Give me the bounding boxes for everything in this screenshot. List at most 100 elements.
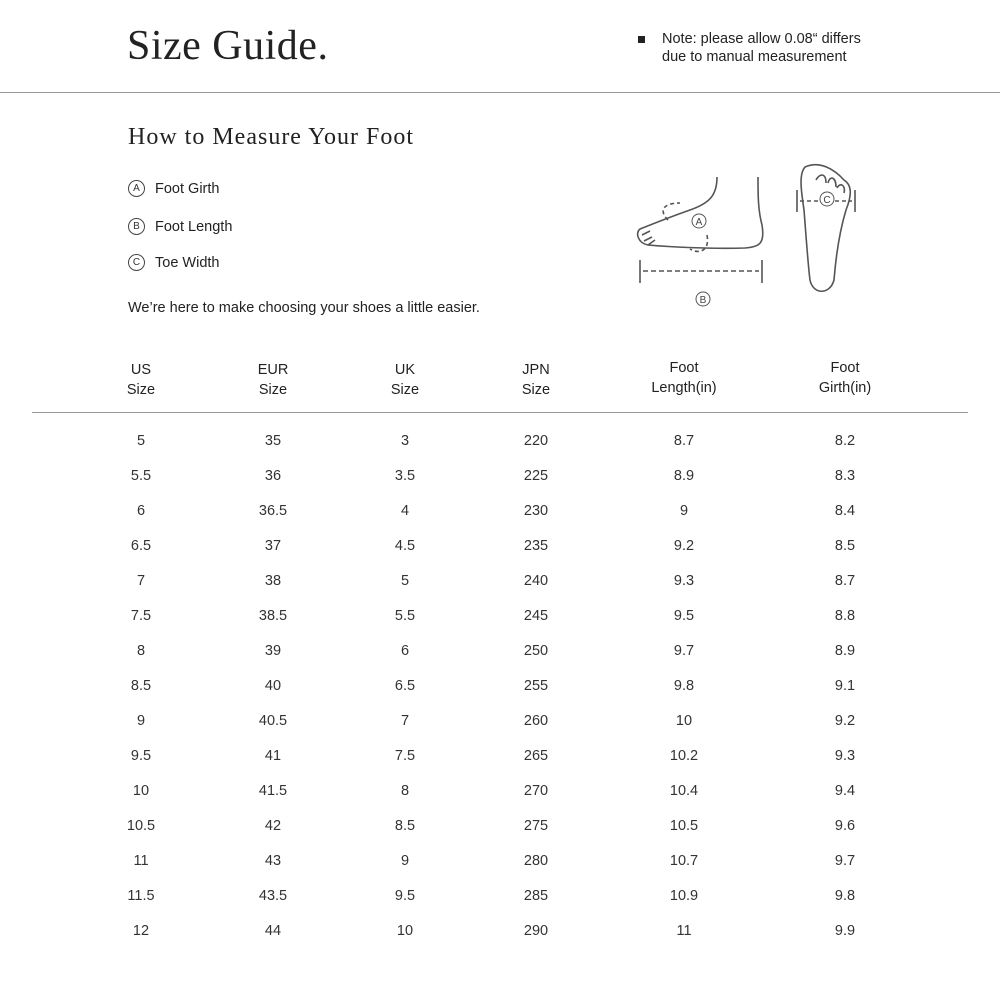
cell-eur-size: 37 [264,538,282,554]
cell-eur-size: 36 [264,468,282,484]
cell-uk-size: 4 [400,503,410,519]
legend-label: Foot Girth [155,180,220,197]
cell-eur-size: 43.5 [258,888,288,904]
bullet-icon [638,36,645,43]
cell-jpn-size: 240 [523,573,549,589]
cell-us-size: 11 [133,853,149,869]
cell-jpn-size: 290 [523,923,549,939]
cell-jpn-size: 280 [523,853,549,869]
cell-jpn-size: 265 [523,748,549,764]
column-header-line: Size [126,382,156,398]
cell-us-size: 6.5 [130,538,152,554]
cell-us-size: 5 [136,433,146,449]
header-divider [0,92,1000,93]
cell-us-size: 9 [136,713,146,729]
legend-label: Foot Length [155,218,233,235]
marker-a-icon: A [128,180,145,197]
column-header-line: Girth(in) [818,380,872,396]
column-header-line: Size [258,382,288,398]
cell-jpn-size: 220 [523,433,549,449]
side-foot-icon: A B [636,176,764,307]
legend-item-toe-width: C Toe Width [128,254,219,271]
cell-jpn-size: 255 [523,678,549,694]
marker-b-icon: B [128,218,145,235]
cell-foot-girth: 9.6 [834,818,856,834]
cell-uk-size: 6 [400,643,410,659]
cell-eur-size: 35 [264,433,282,449]
cell-us-size: 7.5 [130,608,152,624]
column-header-foot-length: Foot Length(in) [624,358,744,398]
cell-foot-length: 9.8 [673,678,695,694]
legend-label: Toe Width [155,254,220,271]
cell-foot-length: 9.5 [673,608,695,624]
cell-us-size: 10 [132,783,150,799]
column-header-uk-size: UK Size [345,360,465,400]
cell-us-size: 12 [132,923,150,939]
legend-item-foot-girth: A Foot Girth [128,180,219,197]
column-header-line: Foot [830,360,860,376]
sole-foot-icon: C [796,163,856,293]
cell-eur-size: 38 [264,573,282,589]
marker-b-label: B [700,295,707,306]
column-header-eur-size: EUR Size [213,360,333,400]
column-header-jpn-size: JPN Size [476,360,596,400]
column-header-line: UK [394,362,416,378]
legend-item-foot-length: B Foot Length [128,218,232,235]
cell-uk-size: 3.5 [394,468,416,484]
cell-jpn-size: 235 [523,538,549,554]
cell-uk-size: 9 [400,853,410,869]
column-header-line: JPN [522,362,550,378]
cell-foot-girth: 8.8 [834,608,856,624]
cell-eur-size: 41.5 [258,783,288,799]
cell-foot-girth: 9.1 [834,678,856,694]
cell-foot-girth: 8.2 [834,433,856,449]
column-header-line: US [130,362,152,378]
cell-jpn-size: 285 [523,888,549,904]
cell-foot-girth: 9.7 [834,853,856,869]
note-line-1: Note: please allow 0.08“ differs [662,31,861,47]
cell-us-size: 6 [136,503,146,519]
column-header-us-size: US Size [81,360,201,400]
cell-us-size: 9.5 [130,748,152,764]
cell-foot-girth: 9.3 [834,748,856,764]
cell-foot-girth: 9.4 [834,783,856,799]
cell-foot-length: 10.7 [669,853,699,869]
cell-jpn-size: 245 [523,608,549,624]
cell-uk-size: 4.5 [394,538,416,554]
column-header-line: EUR [257,362,289,378]
cell-foot-girth: 9.9 [834,923,856,939]
cell-foot-length: 9 [679,503,689,519]
cell-foot-length: 9.3 [673,573,695,589]
cell-eur-size: 44 [264,923,282,939]
cell-uk-size: 5 [400,573,410,589]
cell-uk-size: 3 [400,433,410,449]
cell-uk-size: 8.5 [394,818,416,834]
marker-c-icon: C [128,254,145,271]
cell-us-size: 11.5 [127,888,155,904]
note-line-2: due to manual measurement [662,49,847,65]
cell-foot-girth: 9.8 [834,888,856,904]
cell-eur-size: 39 [264,643,282,659]
page-title: Size Guide. [127,23,329,69]
cell-jpn-size: 260 [523,713,549,729]
column-header-line: Length(in) [651,380,717,396]
cell-us-size: 5.5 [130,468,152,484]
cell-us-size: 8 [136,643,146,659]
cell-jpn-size: 230 [523,503,549,519]
cell-eur-size: 38.5 [258,608,288,624]
cell-eur-size: 36.5 [258,503,288,519]
marker-c-label: C [823,195,830,206]
cell-foot-girth: 9.2 [834,713,856,729]
tagline: We’re here to make choosing your shoes a… [128,300,480,316]
cell-foot-girth: 8.7 [834,573,856,589]
cell-uk-size: 10 [396,923,414,939]
cell-us-size: 10.5 [126,818,156,834]
cell-eur-size: 40.5 [258,713,288,729]
cell-foot-length: 10.9 [669,888,699,904]
cell-foot-length: 9.2 [673,538,695,554]
column-header-foot-girth: Foot Girth(in) [785,358,905,398]
cell-uk-size: 7 [400,713,410,729]
measurement-note: Note: please allow 0.08“ differs due to … [662,30,861,66]
column-header-line: Size [521,382,551,398]
